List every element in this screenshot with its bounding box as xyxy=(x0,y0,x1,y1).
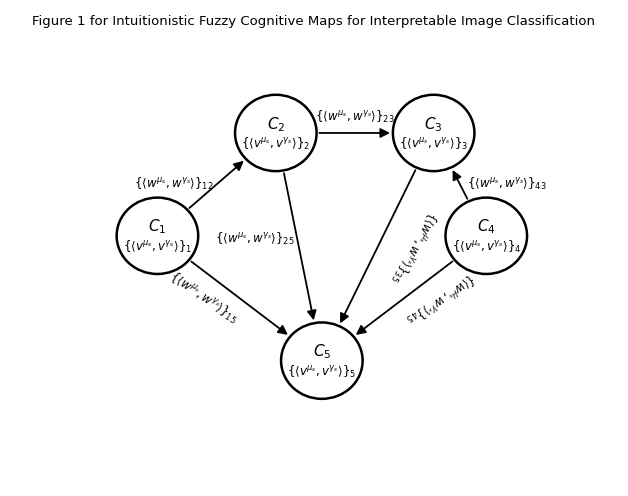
Ellipse shape xyxy=(117,197,198,274)
Text: $C_5$: $C_5$ xyxy=(313,342,331,361)
Text: $C_1$: $C_1$ xyxy=(148,218,166,236)
Text: Figure 1 for Intuitionistic Fuzzy Cognitive Maps for Interpretable Image Classif: Figure 1 for Intuitionistic Fuzzy Cognit… xyxy=(33,15,595,28)
Text: $C_4$: $C_4$ xyxy=(477,218,495,236)
Text: $\{\langle w^{\mu_s}, w^{\gamma_s}\rangle\}_{43}$: $\{\langle w^{\mu_s}, w^{\gamma_s}\rangl… xyxy=(467,177,547,192)
Text: $\{\langle v^{\mu_s}, v^{\gamma_s}\rangle\}_1$: $\{\langle v^{\mu_s}, v^{\gamma_s}\rangl… xyxy=(123,239,192,255)
Text: $\{\langle v^{\mu_s}, v^{\gamma_s}\rangle\}_4$: $\{\langle v^{\mu_s}, v^{\gamma_s}\rangl… xyxy=(452,239,521,255)
Ellipse shape xyxy=(393,95,474,171)
Text: $\{\langle w^{\mu_s}, w^{\gamma_s}\rangle\}_{35}$: $\{\langle w^{\mu_s}, w^{\gamma_s}\rangl… xyxy=(387,208,440,286)
Text: $\{\langle w^{\mu_s}, w^{\gamma_s}\rangle\}_{15}$: $\{\langle w^{\mu_s}, w^{\gamma_s}\rangl… xyxy=(166,269,241,327)
Ellipse shape xyxy=(235,95,317,171)
Text: $\{\langle w^{\mu_s}, w^{\gamma_s}\rangle\}_{25}$: $\{\langle w^{\mu_s}, w^{\gamma_s}\rangl… xyxy=(215,231,295,247)
Text: $\{\langle w^{\mu_s}, w^{\gamma_s}\rangle\}_{23}$: $\{\langle w^{\mu_s}, w^{\gamma_s}\rangl… xyxy=(315,109,394,125)
Text: $\{\langle v^{\mu_s}, v^{\gamma_s}\rangle\}_5$: $\{\langle v^{\mu_s}, v^{\gamma_s}\rangl… xyxy=(287,364,357,380)
Text: $\{\langle v^{\mu_s}, v^{\gamma_s}\rangle\}_2$: $\{\langle v^{\mu_s}, v^{\gamma_s}\rangl… xyxy=(241,136,310,152)
Ellipse shape xyxy=(445,197,527,274)
Text: $\{\langle v^{\mu_s}, v^{\gamma_s}\rangle\}_3$: $\{\langle v^{\mu_s}, v^{\gamma_s}\rangl… xyxy=(399,136,468,152)
Text: $\{\langle w^{\mu_s}, w^{\gamma_s}\rangle\}_{12}$: $\{\langle w^{\mu_s}, w^{\gamma_s}\rangl… xyxy=(134,177,214,192)
Text: $\{\langle w^{\mu_s}, w^{\gamma_s}\rangle\}_{45}$: $\{\langle w^{\mu_s}, w^{\gamma_s}\rangl… xyxy=(403,269,478,327)
Text: $C_2$: $C_2$ xyxy=(267,115,285,133)
Ellipse shape xyxy=(281,322,362,399)
Text: $C_3$: $C_3$ xyxy=(425,115,443,133)
